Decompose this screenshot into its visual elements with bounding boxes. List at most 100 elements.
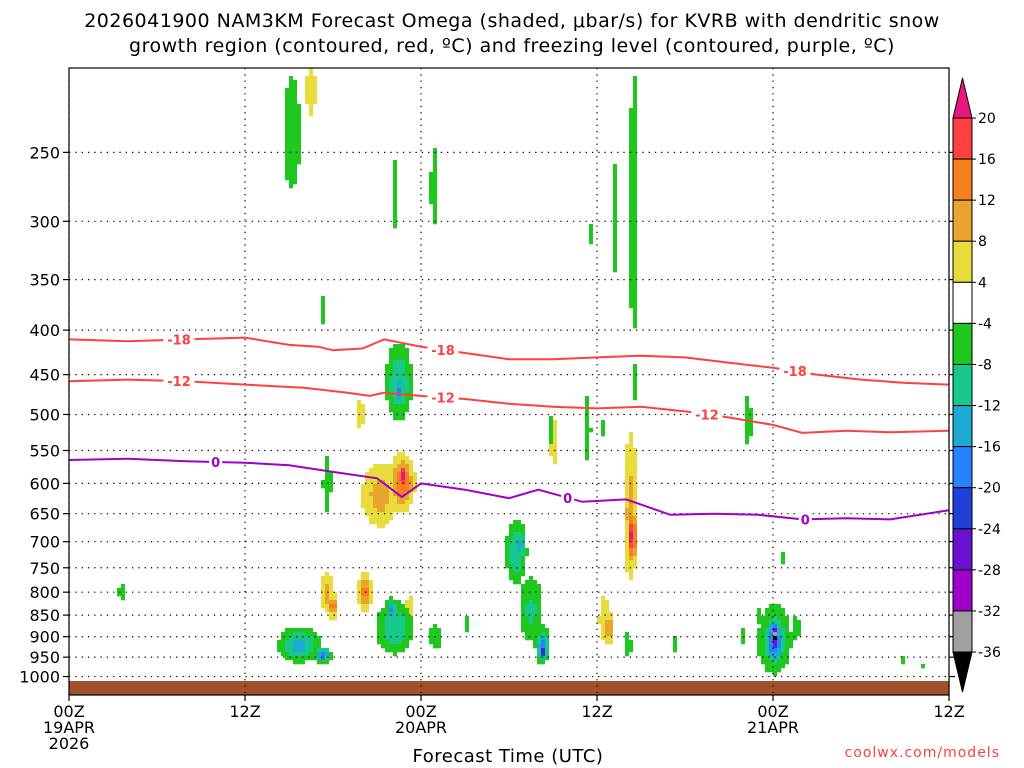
omega-cell bbox=[293, 644, 305, 649]
omega-cell bbox=[769, 644, 773, 649]
omega-cell bbox=[589, 236, 593, 241]
omega-cell bbox=[329, 616, 337, 621]
omega-cell bbox=[773, 624, 777, 629]
contour-label: -18 bbox=[431, 344, 455, 359]
omega-cell bbox=[549, 416, 553, 421]
omega-cell bbox=[389, 492, 393, 497]
omega-cell bbox=[525, 580, 537, 585]
omega-cell bbox=[613, 268, 617, 273]
omega-cell bbox=[397, 480, 401, 485]
omega-cell bbox=[585, 432, 589, 437]
omega-cell bbox=[757, 652, 765, 657]
omega-cell bbox=[305, 100, 317, 105]
omega-cell bbox=[757, 608, 761, 613]
omega-cell bbox=[377, 632, 385, 637]
omega-cell bbox=[285, 96, 297, 101]
omega-cell bbox=[745, 440, 749, 445]
omega-cell bbox=[329, 588, 333, 593]
omega-cell bbox=[285, 172, 297, 177]
omega-cell bbox=[777, 624, 781, 629]
omega-cell bbox=[393, 608, 397, 613]
omega-cell bbox=[537, 608, 541, 613]
omega-cell bbox=[613, 256, 617, 261]
omega-cell bbox=[781, 632, 785, 637]
omega-cell bbox=[389, 352, 409, 357]
omega-cell bbox=[509, 532, 513, 537]
omega-cell bbox=[393, 184, 397, 189]
y-tick-label: 350 bbox=[29, 271, 60, 290]
omega-cell bbox=[397, 500, 405, 505]
omega-cell bbox=[513, 536, 525, 541]
omega-cell bbox=[629, 528, 633, 533]
omega-cell bbox=[277, 648, 285, 653]
omega-cell bbox=[629, 256, 637, 261]
y-tick-label: 500 bbox=[29, 405, 60, 424]
omega-cell bbox=[745, 396, 749, 401]
omega-cell bbox=[629, 176, 637, 181]
omega-cell bbox=[389, 400, 393, 405]
omega-cell bbox=[397, 464, 409, 469]
omega-cell bbox=[633, 536, 637, 541]
omega-cell bbox=[521, 556, 525, 561]
omega-cell bbox=[629, 220, 637, 225]
y-tick-label: 800 bbox=[29, 583, 60, 602]
omega-cell bbox=[393, 180, 397, 185]
omega-cell bbox=[361, 604, 369, 609]
omega-cell bbox=[633, 492, 637, 497]
omega-cell bbox=[361, 600, 369, 605]
omega-cell bbox=[409, 480, 413, 485]
omega-cell bbox=[673, 648, 677, 653]
omega-cell bbox=[541, 648, 545, 653]
omega-cell bbox=[509, 548, 517, 553]
contour-label: 0 bbox=[563, 492, 572, 507]
omega-cell bbox=[773, 660, 777, 665]
omega-cell bbox=[761, 660, 773, 665]
omega-cell bbox=[613, 232, 617, 237]
omega-cell bbox=[329, 652, 333, 657]
omega-cell bbox=[509, 524, 525, 529]
contour-line--12 bbox=[69, 378, 949, 434]
omega-cell bbox=[369, 516, 393, 521]
omega-cell bbox=[393, 604, 397, 609]
omega-cell bbox=[393, 412, 405, 417]
omega-cell bbox=[325, 652, 329, 657]
omega-cell bbox=[633, 544, 637, 549]
omega-cell bbox=[629, 540, 633, 545]
omega-cell bbox=[765, 668, 781, 673]
omega-cell bbox=[785, 628, 789, 633]
omega-cell bbox=[409, 596, 413, 601]
omega-cell bbox=[629, 276, 637, 281]
omega-shading bbox=[117, 68, 925, 677]
omega-cell bbox=[629, 116, 637, 121]
omega-cell bbox=[765, 644, 769, 649]
omega-cell bbox=[625, 640, 633, 645]
omega-cell bbox=[629, 272, 637, 277]
omega-cell bbox=[629, 200, 637, 205]
omega-cell bbox=[601, 424, 605, 429]
omega-cell bbox=[633, 324, 637, 329]
omega-cell bbox=[625, 488, 629, 493]
omega-cell bbox=[429, 636, 441, 641]
x-tick-label: 2026 bbox=[49, 734, 90, 753]
omega-cell bbox=[357, 412, 365, 417]
omega-cell bbox=[625, 520, 629, 525]
omega-cell bbox=[285, 164, 297, 169]
omega-cell bbox=[629, 120, 637, 125]
omega-cell bbox=[285, 88, 297, 93]
omega-cell bbox=[549, 440, 553, 445]
omega-cell bbox=[553, 420, 557, 425]
omega-cell bbox=[521, 588, 541, 593]
omega-cell bbox=[521, 592, 541, 597]
contour-label-bg bbox=[209, 454, 223, 471]
omega-cell bbox=[285, 640, 293, 645]
omega-cell bbox=[625, 512, 633, 517]
omega-cell bbox=[745, 432, 753, 437]
colorbar-swatch bbox=[952, 528, 973, 571]
omega-cell bbox=[397, 476, 401, 481]
omega-cell bbox=[781, 620, 789, 625]
omega-cell bbox=[757, 620, 769, 625]
omega-cell bbox=[601, 608, 609, 613]
omega-cell bbox=[393, 164, 397, 169]
omega-cell bbox=[537, 636, 541, 641]
omega-cell bbox=[517, 540, 521, 545]
